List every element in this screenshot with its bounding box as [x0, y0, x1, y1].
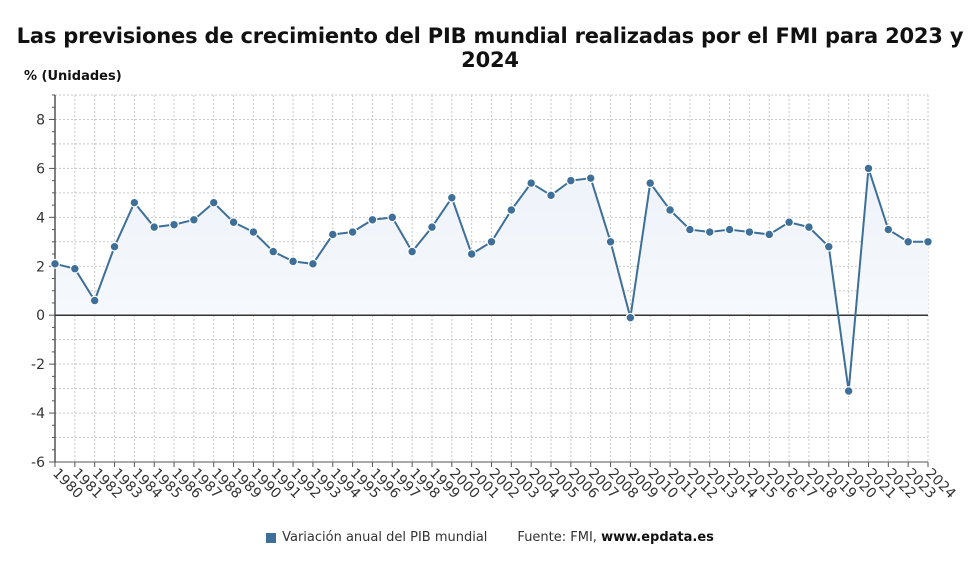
data-point-1997 — [387, 212, 398, 223]
area-fill — [55, 168, 928, 392]
data-point-1992 — [288, 256, 298, 267]
data-point-1994 — [327, 229, 338, 240]
data-point-2011 — [665, 205, 675, 215]
data-point-1983 — [109, 241, 120, 252]
chart-footer: Variación anual del PIB mundial Fuente: … — [0, 530, 980, 545]
data-point-2006 — [565, 175, 576, 186]
data-point-1999 — [427, 222, 437, 233]
data-points — [50, 163, 933, 396]
data-point-2002 — [486, 236, 497, 247]
data-point-2022 — [883, 224, 894, 235]
series-area — [55, 168, 928, 392]
chart-title: Las previsiones de crecimiento del PIB m… — [16, 24, 964, 72]
y-tick-label: 2 — [36, 259, 45, 275]
axes — [49, 94, 929, 467]
data-point-1980 — [50, 258, 60, 269]
y-tick-label: 4 — [36, 210, 45, 226]
data-point-1988 — [208, 197, 219, 208]
data-point-1987 — [188, 214, 199, 225]
y-tick-label: -4 — [31, 406, 45, 422]
y-tick-label: -2 — [31, 357, 45, 373]
data-point-2001 — [466, 249, 477, 259]
data-point-2021 — [863, 163, 874, 174]
data-point-1998 — [407, 246, 418, 257]
y-axis-title: % (Unidades) — [24, 69, 122, 84]
legend-swatch — [266, 532, 277, 543]
legend-item: Variación anual del PIB mundial — [266, 530, 487, 545]
source-credit: Fuente: FMI, www.epdata.es — [517, 530, 713, 545]
data-point-1990 — [248, 227, 259, 237]
data-point-1982 — [89, 295, 100, 306]
data-point-2020 — [843, 386, 854, 396]
data-point-2019 — [823, 241, 834, 252]
data-point-1989 — [228, 217, 239, 228]
data-point-1991 — [268, 246, 279, 257]
data-point-2005 — [546, 190, 556, 201]
data-point-1996 — [367, 214, 378, 225]
source-prefix: Fuente: FMI, — [517, 530, 597, 545]
data-point-2009 — [625, 312, 636, 323]
data-point-1981 — [69, 263, 80, 274]
data-point-1984 — [129, 197, 140, 208]
data-point-1986 — [169, 219, 179, 230]
y-tick-label: 6 — [36, 161, 45, 177]
y-tick-label: 8 — [36, 112, 45, 128]
data-point-2010 — [645, 178, 656, 188]
data-point-2016 — [764, 229, 775, 240]
data-point-2000 — [446, 192, 457, 203]
data-point-2007 — [585, 173, 596, 184]
data-point-1985 — [149, 222, 160, 233]
y-tick-label: -6 — [31, 455, 45, 471]
data-point-2003 — [506, 205, 517, 215]
data-point-2013 — [704, 227, 715, 237]
data-point-2018 — [804, 222, 814, 233]
source-brand: www.epdata.es — [601, 530, 714, 545]
data-point-2017 — [784, 217, 795, 228]
data-point-2015 — [744, 227, 755, 237]
data-point-2008 — [605, 236, 616, 247]
data-point-2014 — [724, 224, 735, 235]
y-tick-label: 0 — [36, 308, 45, 324]
data-point-2004 — [526, 178, 537, 188]
data-point-2023 — [903, 236, 914, 247]
data-point-2024 — [923, 236, 933, 247]
data-point-1993 — [308, 258, 318, 269]
data-point-2012 — [685, 224, 695, 235]
data-point-1995 — [347, 227, 358, 237]
legend-label: Variación anual del PIB mundial — [282, 530, 488, 545]
